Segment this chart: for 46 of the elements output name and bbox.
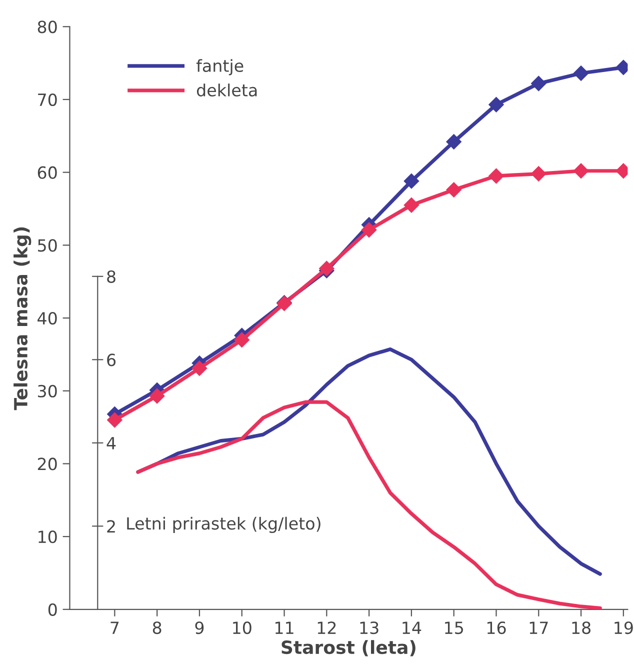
- x-tick-label: 10: [233, 621, 252, 634]
- point: [404, 198, 420, 213]
- x-tick-label: 7: [110, 622, 119, 634]
- y-tick-label: 50: [38, 239, 57, 252]
- x-tick-label: 9: [195, 621, 204, 634]
- point: [573, 66, 589, 81]
- x-tick-label: 15: [445, 622, 463, 634]
- y-axis-title: Telesna masa (kg): [14, 227, 32, 410]
- x-tick-label: 8: [152, 621, 162, 634]
- y-tick-label: 40: [38, 312, 57, 325]
- point: [192, 360, 208, 376]
- point: [531, 76, 546, 92]
- point: [404, 174, 420, 189]
- point: [531, 166, 546, 182]
- point: [573, 163, 589, 178]
- point: [150, 388, 165, 404]
- point: [446, 182, 462, 198]
- point: [234, 332, 250, 348]
- y-tick-label: 70: [38, 93, 57, 106]
- x-tick-label: 17: [530, 622, 548, 634]
- point: [107, 412, 122, 428]
- y-tick-label: 20: [38, 458, 57, 470]
- legend-label: dekleta: [196, 84, 257, 96]
- y-tick-label: 60: [38, 166, 57, 179]
- x-tick-label: 11: [275, 622, 294, 634]
- y2-tick-label: 8: [107, 270, 116, 283]
- legend-label: fantje: [196, 59, 244, 76]
- y2-tick-label: 2: [107, 520, 115, 532]
- y-tick-label: 0: [48, 603, 57, 616]
- x-tick-label: 14: [402, 622, 422, 634]
- y-tick-label: 30: [38, 384, 57, 398]
- x-tick-label: 19: [614, 621, 633, 634]
- x-axis-title: Starost (leta): [282, 640, 416, 656]
- y-tick-label: 10: [38, 530, 57, 544]
- x-tick-label: 13: [360, 621, 378, 634]
- y2-axis-title: Letni prirastek (kg/leto): [127, 516, 320, 533]
- point: [361, 222, 377, 238]
- x-tick-label: 16: [487, 621, 506, 634]
- point: [488, 168, 504, 184]
- y2-tick-label: 4: [106, 437, 116, 450]
- x-tick-label: 18: [572, 621, 590, 634]
- y2-tick-label: 6: [107, 354, 116, 366]
- point: [488, 97, 504, 112]
- point: [446, 134, 462, 150]
- y-tick-label: 80: [38, 20, 57, 34]
- x-tick-label: 12: [318, 621, 336, 634]
